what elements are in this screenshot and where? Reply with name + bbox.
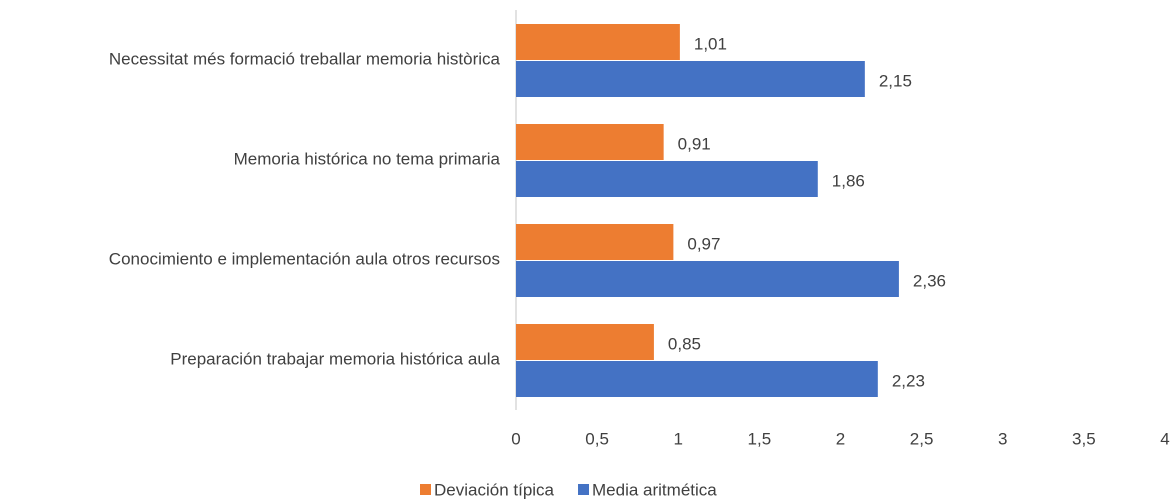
value-label: 2,15 bbox=[879, 71, 912, 90]
x-tick-label: 2,5 bbox=[910, 429, 934, 448]
category-label: Necessitat més formació treballar memori… bbox=[109, 49, 501, 68]
x-tick-label: 3 bbox=[998, 429, 1007, 448]
bar bbox=[516, 324, 654, 360]
value-label: 0,85 bbox=[668, 334, 701, 353]
x-tick-label: 0 bbox=[511, 429, 520, 448]
x-tick-label: 1,5 bbox=[748, 429, 772, 448]
value-label: 2,23 bbox=[892, 371, 925, 390]
bar bbox=[516, 361, 878, 397]
x-tick-label: 4 bbox=[1160, 429, 1169, 448]
bar bbox=[516, 224, 674, 260]
value-label: 0,91 bbox=[678, 134, 711, 153]
x-tick-label: 3,5 bbox=[1072, 429, 1096, 448]
legend-label: Deviación típica bbox=[434, 480, 555, 499]
legend-swatch bbox=[420, 484, 431, 495]
bar bbox=[516, 261, 899, 297]
value-label: 1,01 bbox=[694, 34, 727, 53]
legend-label: Media aritmética bbox=[592, 480, 717, 499]
x-tick-label: 0,5 bbox=[585, 429, 609, 448]
value-label: 0,97 bbox=[687, 234, 720, 253]
category-label: Memoria histórica no tema primaria bbox=[234, 149, 501, 168]
category-label: Preparación trabajar memoria histórica a… bbox=[170, 349, 500, 368]
x-tick-label: 1 bbox=[674, 429, 683, 448]
bar bbox=[516, 24, 680, 60]
value-label: 1,86 bbox=[832, 171, 865, 190]
bar bbox=[516, 61, 865, 97]
category-label: Conocimiento e implementación aula otros… bbox=[109, 249, 500, 268]
bar bbox=[516, 124, 664, 160]
x-tick-label: 2 bbox=[836, 429, 845, 448]
legend-swatch bbox=[578, 484, 590, 495]
bar bbox=[516, 161, 818, 197]
value-label: 2,36 bbox=[913, 271, 946, 290]
